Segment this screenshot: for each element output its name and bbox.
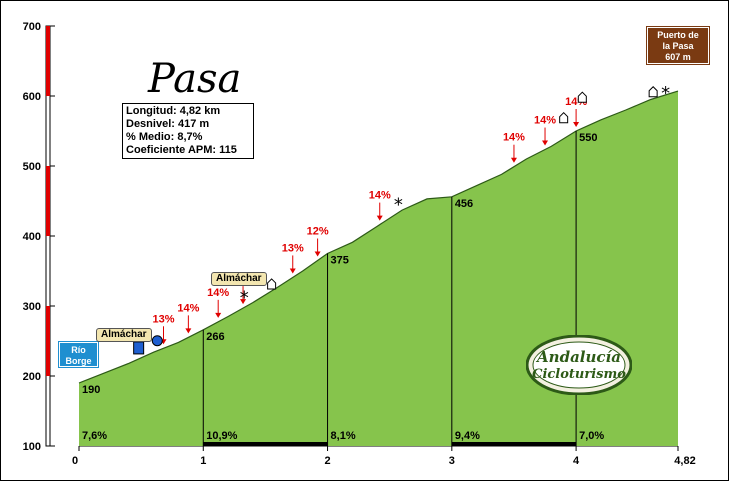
steep-label: 13% (152, 313, 174, 325)
start-sign-line2: Borge (65, 356, 92, 366)
y-tick-label: 300 (23, 301, 41, 313)
chart-title: Pasa (147, 56, 241, 102)
segment-gradient-label: 7,0% (579, 430, 604, 442)
steep-arrowhead (510, 157, 517, 163)
x-tick-label: 1 (200, 455, 206, 467)
x-tick-label: 3 (449, 455, 455, 467)
stat-desnivel: Desnivel: 417 m (126, 118, 210, 130)
x-tick-label: 4 (573, 455, 580, 467)
km-elevation-label: 456 (455, 198, 473, 210)
logo-line2: Cicloturismo (532, 367, 626, 382)
x-tick-label: 2 (324, 455, 330, 467)
logo-inner (532, 341, 626, 389)
stat-apm: Coeficiente APM: 115 (126, 144, 237, 156)
steep-label: 14% (369, 190, 391, 202)
segment-gradient-label: 9,4% (455, 430, 480, 442)
parking-icon (133, 341, 145, 355)
steep-arrowhead (289, 268, 296, 274)
x-tick-label: 4,82 (674, 455, 695, 467)
segment-bar (203, 442, 328, 446)
steep-label: 12% (307, 226, 329, 238)
logo-line1: Andalucía (535, 348, 621, 366)
segment-gradient-label: 8,1% (331, 430, 356, 442)
steep-arrowhead (542, 140, 549, 146)
steep-label: 14% (207, 287, 229, 299)
steep-arrowhead (573, 122, 580, 127)
km-elevation-label: 375 (331, 255, 349, 267)
steep-arrowhead (185, 328, 192, 334)
viewpoint-star-icon: * (394, 195, 403, 216)
steep-arrowhead (376, 215, 383, 221)
y-tick-label: 100 (23, 441, 41, 453)
steep-label: 14% (177, 302, 199, 314)
elevation-scale-band (46, 306, 50, 376)
almachar-tag-1: Almáchar (96, 328, 152, 342)
steep-arrowhead (314, 251, 321, 257)
segment-gradient-label: 7,6% (82, 430, 107, 442)
info-icon (151, 335, 163, 347)
steep-label: 14% (503, 132, 525, 144)
y-tick-label: 700 (23, 21, 41, 33)
segment-bar (451, 442, 577, 446)
y-tick-label: 500 (23, 161, 41, 173)
steep-label: 14% (534, 115, 556, 127)
stat-medio: % Medio: 8,7% (126, 131, 203, 143)
x-tick-label: 0 (72, 455, 78, 467)
y-tick-label: 200 (23, 371, 41, 383)
elevation-scale-band (46, 166, 50, 236)
steep-arrowhead (240, 299, 247, 305)
stats-box: Longitud: 4,82 km Desnivel: 417 m % Medi… (122, 103, 254, 159)
segment-gradient-label: 10,9% (206, 430, 237, 442)
steep-label: 13% (282, 242, 304, 254)
summit-sign-line3: 607 m (665, 52, 691, 62)
summit-sign: Puerto de la Pasa 607 m (646, 26, 710, 65)
house-icon (648, 86, 658, 98)
viewpoint-star-icon: * (240, 287, 249, 308)
andalucia-cicloturismo-logo: Andalucía Cicloturismo (526, 335, 632, 395)
house-icon (267, 278, 277, 290)
start-sign: Río Borge (58, 341, 99, 368)
elevation-scale-band (46, 26, 50, 96)
almachar-tag-2: Almáchar (211, 272, 267, 286)
summit-sign-line1: Puerto de (657, 30, 699, 40)
start-sign-line1: Río (71, 345, 86, 355)
y-tick-label: 600 (23, 91, 41, 103)
summit-sign-line2: la Pasa (662, 41, 694, 51)
y-tick-label: 400 (23, 231, 41, 243)
steep-arrowhead (215, 312, 222, 318)
stat-longitud: Longitud: 4,82 km (126, 105, 221, 117)
km-elevation-label: 266 (206, 331, 224, 343)
house-icon (559, 111, 569, 124)
house-icon (577, 91, 587, 103)
km-elevation-label: 190 (82, 384, 100, 396)
summit-star-icon: * (661, 83, 670, 104)
km-elevation-label: 550 (579, 132, 597, 144)
